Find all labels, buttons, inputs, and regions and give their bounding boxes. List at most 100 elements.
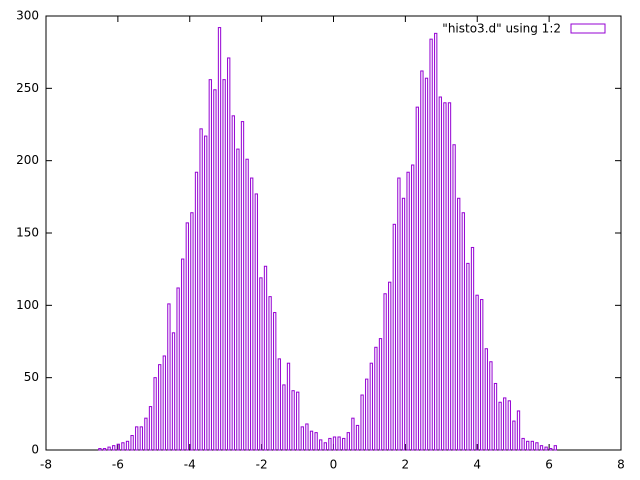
bar (535, 442, 539, 451)
bar (498, 401, 502, 451)
bar (424, 77, 429, 451)
bar (148, 406, 153, 451)
bar (162, 355, 166, 451)
bar (319, 439, 323, 451)
bar (176, 287, 180, 451)
bar (217, 27, 222, 451)
bar (98, 448, 102, 451)
bar (337, 436, 341, 451)
bar (277, 358, 281, 451)
bar (263, 265, 268, 451)
bar (346, 432, 350, 451)
bar (388, 281, 392, 451)
bar (153, 377, 157, 451)
bar (254, 193, 258, 451)
bar (116, 443, 120, 451)
bar (323, 442, 327, 451)
bar (461, 212, 465, 451)
bar (332, 436, 337, 451)
bar (470, 246, 475, 451)
bar (443, 102, 447, 451)
bar (171, 332, 176, 451)
bar (480, 299, 484, 451)
x-tick-label: 0 (330, 458, 338, 472)
bar (438, 96, 442, 451)
x-tick-label: 6 (545, 458, 553, 472)
bar (139, 426, 143, 451)
x-tick-label: 2 (402, 458, 410, 472)
y-tick-label: 100 (16, 298, 39, 312)
bar (112, 445, 116, 451)
bar (231, 115, 235, 451)
bar (447, 102, 452, 451)
bar (401, 197, 406, 451)
bar (415, 106, 419, 451)
bar (516, 410, 521, 451)
bar (240, 121, 245, 451)
bar (300, 426, 304, 451)
legend-swatch (570, 23, 606, 34)
bar (484, 348, 488, 451)
bar (259, 277, 263, 451)
bar (282, 384, 286, 451)
bar (102, 448, 107, 451)
bar (144, 417, 148, 451)
x-tick-label: 4 (473, 458, 481, 472)
bar (489, 361, 493, 451)
bar (125, 440, 130, 451)
bar (475, 294, 479, 451)
y-tick-label: 200 (16, 153, 39, 167)
bar (309, 430, 314, 451)
bar (121, 442, 125, 451)
bar (236, 148, 240, 451)
bar (204, 135, 208, 451)
bar (107, 446, 111, 451)
bar (208, 79, 212, 451)
y-tick-label: 0 (31, 443, 39, 457)
bar (369, 362, 373, 451)
bar (512, 420, 516, 451)
bar (355, 424, 360, 451)
bar (466, 262, 470, 451)
bar (406, 171, 410, 451)
bar (549, 448, 553, 451)
bar (190, 212, 194, 451)
bar (457, 197, 461, 451)
bar (374, 346, 378, 451)
bar (222, 79, 226, 451)
bar (250, 177, 254, 451)
bar (135, 426, 139, 451)
x-tick-label: -6 (112, 458, 124, 472)
bar (360, 394, 364, 451)
bar (181, 258, 185, 451)
bar (365, 378, 369, 451)
bar (351, 417, 355, 451)
bar (291, 390, 295, 451)
bar (305, 423, 309, 451)
bar (507, 400, 511, 451)
y-tick-label: 250 (16, 81, 39, 95)
x-tick-label: -8 (40, 458, 52, 472)
x-tick-label: 8 (617, 458, 625, 472)
bar (420, 70, 424, 451)
bar (130, 435, 134, 451)
bar (227, 57, 231, 451)
bar (268, 296, 272, 451)
bar (185, 222, 189, 451)
bar (213, 89, 217, 451)
bar (194, 171, 199, 451)
bar (434, 32, 438, 451)
bar (296, 391, 300, 451)
bar (411, 164, 415, 451)
bar (397, 177, 401, 451)
x-tick-label: -4 (184, 458, 196, 472)
bar (328, 437, 332, 451)
bar (530, 440, 534, 451)
bar (539, 445, 544, 451)
bar (526, 440, 530, 451)
bar (314, 432, 318, 451)
bar (392, 223, 396, 451)
bar (273, 312, 277, 451)
